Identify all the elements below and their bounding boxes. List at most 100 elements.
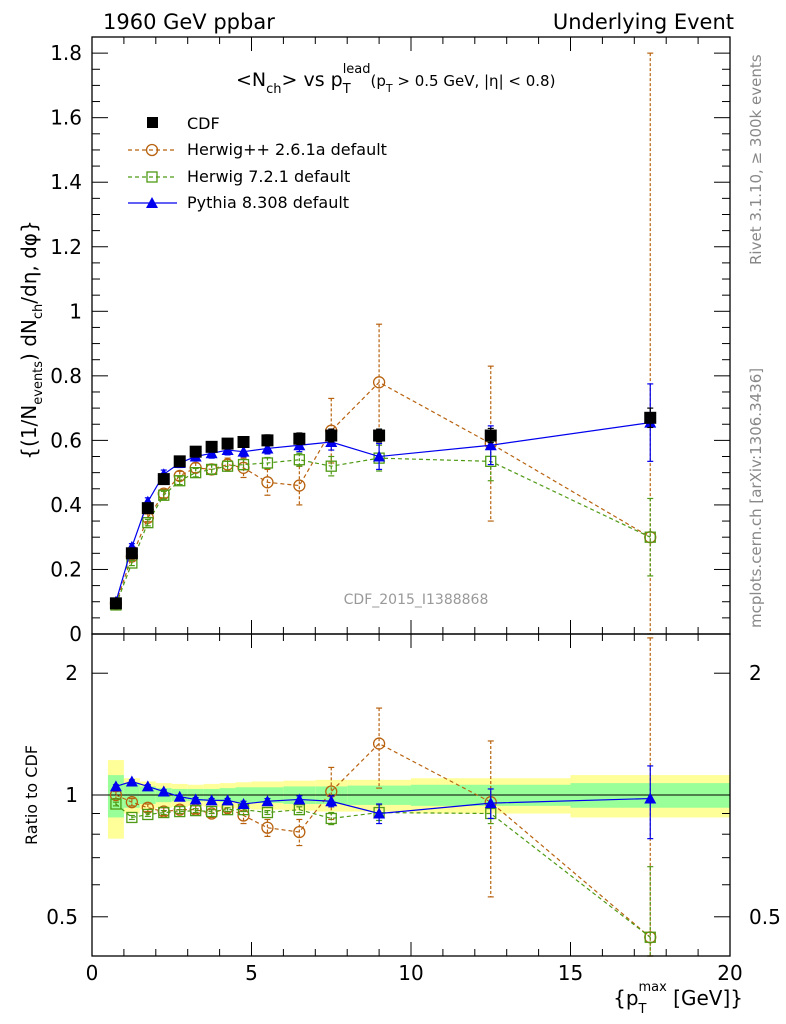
data-point-herwig7 xyxy=(205,463,218,476)
data-point-cdf xyxy=(157,473,170,486)
data-point-cdf xyxy=(221,437,234,450)
y-tick-label: 0.6 xyxy=(50,428,82,452)
y-tick-label: 0.4 xyxy=(50,493,82,517)
y-axis-label-main: {(1/Nevents) dNch/dη, dφ} xyxy=(17,220,46,459)
data-point-herwigpp xyxy=(125,796,139,809)
legend-cdf-label: CDF xyxy=(187,114,220,133)
data-point-pythia xyxy=(373,807,386,819)
data-point-herwigpp xyxy=(293,825,306,839)
y-tick-label: 0 xyxy=(69,622,82,646)
data-point-pythia xyxy=(221,794,234,806)
legend-item-herwig7: Herwig 7.2.1 default xyxy=(128,167,350,186)
data-point-cdf xyxy=(484,429,497,442)
x-tick-label: 20 xyxy=(717,961,742,985)
ratio-panel xyxy=(92,637,730,957)
legend-herwig7-marker xyxy=(146,171,158,183)
y-tick-label: 1.2 xyxy=(50,235,82,259)
data-point-herwig7 xyxy=(158,489,170,501)
y-tick-label: 1.8 xyxy=(50,41,82,65)
mcplots-label: mcplots.cern.ch [arXiv:1306.3436] xyxy=(747,368,765,628)
data-point-cdf xyxy=(173,455,186,468)
data-point-herwigpp xyxy=(293,479,306,492)
series-line-herwigpp xyxy=(115,381,651,604)
data-point-herwigpp xyxy=(372,737,386,750)
data-point-cdf xyxy=(261,434,274,447)
data-point-pythia xyxy=(373,450,386,462)
data-point-cdf xyxy=(189,445,202,458)
data-point-herwig7 xyxy=(237,458,250,471)
data-point-herwig7 xyxy=(261,457,274,469)
data-point-pythia xyxy=(189,793,202,805)
data-point-herwigpp xyxy=(372,376,386,389)
legend-cdf-marker xyxy=(147,117,158,128)
y-tick-label: 1.6 xyxy=(50,106,82,130)
data-point-herwig7 xyxy=(174,475,186,487)
data-point-pythia xyxy=(261,442,274,454)
data-point-herwig7 xyxy=(221,460,234,472)
legend-item-herwigpp: Herwig++ 2.6.1a default xyxy=(128,140,387,159)
data-point-herwig7 xyxy=(142,517,154,529)
data-point-pythia xyxy=(644,792,657,804)
data-point-herwig7 xyxy=(293,804,306,816)
legend-pythia-marker xyxy=(146,197,158,208)
x-tick-label: 5 xyxy=(245,961,258,985)
series-line-herwig7 xyxy=(115,803,651,938)
ratio-y-tick-label-right: 0.5 xyxy=(749,905,781,929)
data-point-pythia xyxy=(325,795,338,807)
data-point-pythia xyxy=(484,797,497,809)
data-point-cdf xyxy=(325,429,338,442)
data-point-herwig7 xyxy=(644,531,656,543)
x-axis-label: {pTmax [GeV]} xyxy=(613,980,743,1017)
data-point-herwig7 xyxy=(126,811,138,824)
data-point-herwig7 xyxy=(190,804,202,817)
data-point-herwig7 xyxy=(174,805,186,818)
y-tick-label: 0.2 xyxy=(50,557,82,581)
series-pythia xyxy=(109,383,657,607)
legend: CDF Herwig++ 2.6.1a default Herwig 7.2.1… xyxy=(128,114,387,212)
data-point-pythia xyxy=(484,439,497,451)
data-point-cdf xyxy=(644,411,657,424)
data-point-pythia xyxy=(173,790,186,802)
series-line-herwigpp xyxy=(115,742,651,938)
data-point-pythia xyxy=(205,794,218,806)
data-point-pythia xyxy=(141,780,154,792)
legend-herwigpp-marker xyxy=(145,143,159,157)
data-point-pythia xyxy=(125,775,138,787)
legend-herwigpp-label: Herwig++ 2.6.1a default xyxy=(187,140,387,159)
data-point-herwig7 xyxy=(205,805,218,818)
header-right: Underlying Event xyxy=(553,10,734,34)
legend-item-pythia: Pythia 8.308 default xyxy=(128,193,349,212)
data-point-herwig7 xyxy=(293,454,306,466)
data-point-herwig7 xyxy=(190,466,202,479)
data-point-pythia xyxy=(237,798,250,810)
series-cdf xyxy=(109,407,657,610)
legend-herwig7-label: Herwig 7.2.1 default xyxy=(187,167,350,186)
series-pythia-ratio xyxy=(109,765,657,840)
x-tick-label: 15 xyxy=(558,961,583,985)
ratio-y-tick-label: 1 xyxy=(65,783,78,807)
data-point-cdf xyxy=(125,547,138,560)
data-point-pythia xyxy=(157,785,170,797)
series-herwig7 xyxy=(110,441,656,611)
ratio-y-tick-label: 2 xyxy=(65,661,78,685)
data-point-cdf xyxy=(373,429,386,442)
data-point-herwigpp xyxy=(261,476,274,489)
y-axis-label-ratio: Ratio to CDF xyxy=(22,745,41,845)
ratio-y-tick-label: 0.5 xyxy=(46,905,78,929)
data-point-herwig7 xyxy=(261,806,274,819)
data-point-herwig7 xyxy=(325,812,337,825)
series-line-herwig7 xyxy=(115,457,651,606)
legend-pythia-label: Pythia 8.308 default xyxy=(187,193,349,212)
data-point-herwigpp xyxy=(261,821,274,834)
rivet-label: Rivet 3.1.10, ≥ 300k events xyxy=(747,54,765,265)
main-panel xyxy=(109,52,657,635)
data-point-herwig7 xyxy=(110,798,122,810)
y-tick-label: 0.8 xyxy=(50,364,82,388)
data-point-cdf xyxy=(205,440,218,453)
ratio-y-tick-label-right: 2 xyxy=(749,661,762,685)
data-point-herwig7 xyxy=(142,808,154,821)
data-point-pythia xyxy=(261,795,274,807)
series-herwig7-ratio xyxy=(110,798,656,957)
data-point-herwig7 xyxy=(158,806,170,819)
